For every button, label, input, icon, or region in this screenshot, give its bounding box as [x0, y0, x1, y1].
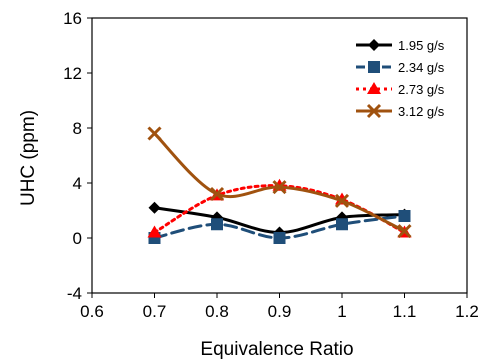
- x-tick-label: 0.6: [80, 302, 104, 321]
- y-tick-label: 16: [63, 9, 82, 28]
- series-4: [147, 126, 412, 239]
- x-tick-label: 0.9: [268, 302, 292, 321]
- x-tick-label: 1.1: [393, 302, 417, 321]
- series-line: [153, 184, 406, 234]
- legend: 1.95 g/s 2.34 g/s 2.73 g/s 3.12 g/s: [356, 38, 445, 119]
- data-point: [147, 126, 162, 141]
- y-axis-title: UHC (ppm): [18, 110, 39, 206]
- data-point: [148, 201, 161, 214]
- data-point: [398, 210, 411, 222]
- data-point: [272, 180, 287, 195]
- x-tick-label: 0.7: [143, 302, 167, 321]
- legend-marker: [368, 39, 380, 51]
- axis-ticks: 0.6 0.7 0.8 0.9 1 1.1 1.2 -4 0 4 8 12 16: [63, 9, 479, 321]
- legend-item: 1.95 g/s: [356, 38, 445, 53]
- y-tick-label: 12: [63, 64, 82, 83]
- y-tick-label: 4: [73, 174, 82, 193]
- data-point: [211, 218, 223, 231]
- data-point: [397, 224, 412, 239]
- series-2: [148, 210, 411, 244]
- y-tick-label: 0: [73, 229, 82, 248]
- data-point: [147, 225, 162, 238]
- legend-item: 2.34 g/s: [356, 60, 445, 75]
- data-point: [209, 186, 225, 202]
- legend-marker: [368, 61, 380, 73]
- x-tick-label: 1: [337, 302, 346, 321]
- data-point: [336, 218, 348, 231]
- y-tick-label: -4: [67, 284, 82, 303]
- x-tick-label: 1.2: [455, 302, 479, 321]
- legend-item: 2.73 g/s: [356, 82, 445, 97]
- legend-label: 2.34 g/s: [398, 60, 445, 75]
- data-point: [273, 232, 286, 244]
- x-tick-label: 0.8: [205, 302, 229, 321]
- legend-marker: [366, 103, 382, 119]
- series-layer: [147, 126, 412, 244]
- y-tick-label: 8: [73, 119, 82, 138]
- legend-label: 3.12 g/s: [398, 104, 445, 119]
- x-axis-title: Equivalence Ratio: [200, 339, 353, 360]
- legend-label: 1.95 g/s: [398, 38, 445, 53]
- legend-marker: [367, 82, 381, 94]
- legend-label: 2.73 g/s: [398, 82, 445, 97]
- data-point: [334, 193, 350, 208]
- legend-item: 3.12 g/s: [356, 103, 445, 119]
